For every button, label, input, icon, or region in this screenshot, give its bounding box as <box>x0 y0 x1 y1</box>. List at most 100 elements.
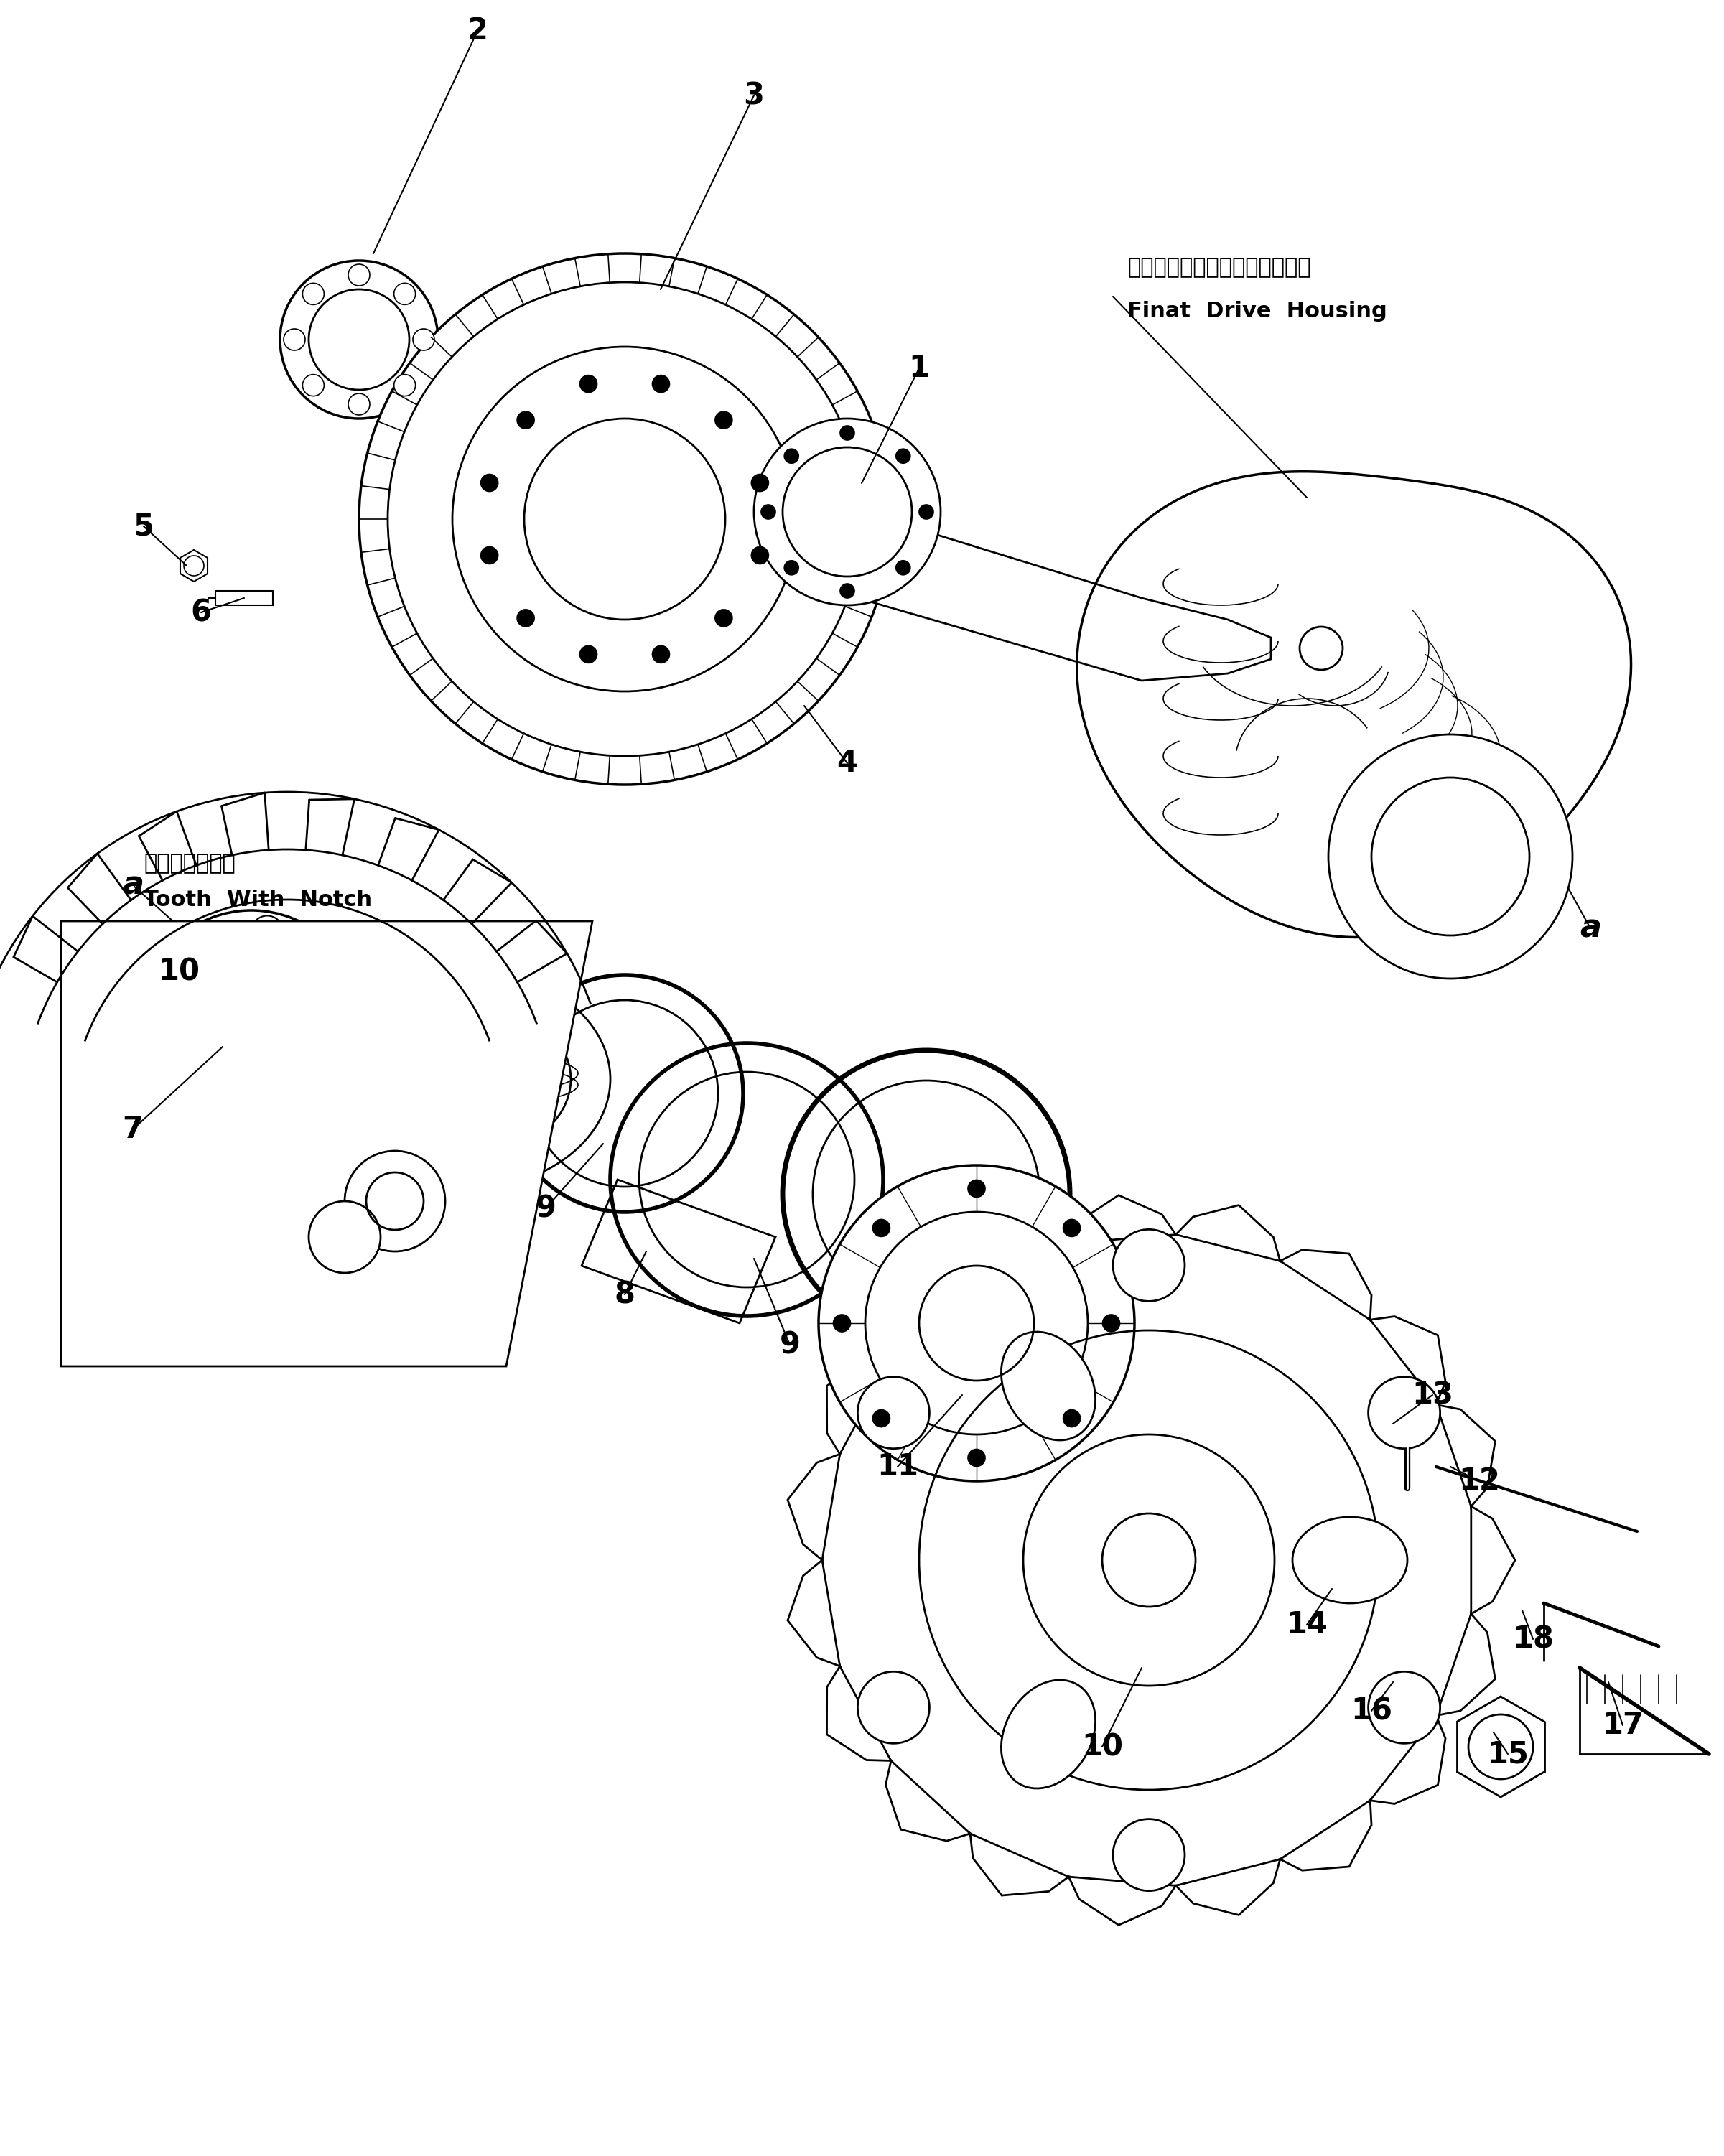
Circle shape <box>1360 1621 1453 1714</box>
Text: 7: 7 <box>122 1115 143 1145</box>
Circle shape <box>715 412 733 429</box>
Circle shape <box>715 610 733 627</box>
Polygon shape <box>1069 1194 1176 1244</box>
Circle shape <box>517 412 534 429</box>
Circle shape <box>348 265 369 287</box>
Circle shape <box>279 261 438 418</box>
Circle shape <box>140 910 362 1132</box>
Text: 5: 5 <box>133 511 153 541</box>
Text: 1: 1 <box>909 354 929 384</box>
Text: 12: 12 <box>1459 1466 1500 1496</box>
Circle shape <box>345 1151 445 1250</box>
Circle shape <box>179 951 322 1093</box>
Circle shape <box>857 1378 929 1449</box>
Text: 4: 4 <box>836 748 857 778</box>
Polygon shape <box>1436 1615 1495 1716</box>
Circle shape <box>302 282 324 304</box>
Text: 2: 2 <box>467 15 488 45</box>
Circle shape <box>1064 1220 1081 1238</box>
Polygon shape <box>971 1833 1069 1895</box>
Text: 9: 9 <box>536 1192 557 1222</box>
Text: 15: 15 <box>1488 1740 1529 1770</box>
Text: 8: 8 <box>614 1279 634 1309</box>
Polygon shape <box>216 591 272 606</box>
Polygon shape <box>1371 1317 1445 1404</box>
Circle shape <box>896 561 910 576</box>
Circle shape <box>517 610 534 627</box>
Ellipse shape <box>348 998 571 1160</box>
Circle shape <box>150 975 181 1007</box>
Text: 6: 6 <box>191 597 212 627</box>
Circle shape <box>1103 1315 1121 1332</box>
Circle shape <box>1114 1229 1184 1302</box>
Circle shape <box>752 474 769 492</box>
Ellipse shape <box>309 968 610 1190</box>
Circle shape <box>752 548 769 565</box>
Circle shape <box>284 330 305 351</box>
Circle shape <box>1329 735 1572 979</box>
Circle shape <box>348 392 369 414</box>
Circle shape <box>872 1410 890 1427</box>
Circle shape <box>395 375 415 397</box>
Text: 18: 18 <box>1512 1623 1553 1654</box>
Text: 13: 13 <box>1412 1380 1453 1410</box>
Circle shape <box>840 584 855 597</box>
Text: 17: 17 <box>1602 1710 1643 1740</box>
Polygon shape <box>1436 1404 1495 1507</box>
Circle shape <box>919 505 933 520</box>
Circle shape <box>1064 1410 1081 1427</box>
Polygon shape <box>1176 1858 1281 1915</box>
Circle shape <box>252 1095 283 1128</box>
Circle shape <box>302 375 324 397</box>
Polygon shape <box>581 1179 776 1324</box>
Circle shape <box>452 347 796 692</box>
Circle shape <box>784 448 798 464</box>
Circle shape <box>857 1671 929 1744</box>
Polygon shape <box>886 1279 971 1360</box>
Polygon shape <box>971 1225 1069 1287</box>
Polygon shape <box>1281 1250 1372 1319</box>
Circle shape <box>309 1201 381 1272</box>
Circle shape <box>833 1315 850 1332</box>
Polygon shape <box>1069 1876 1176 1925</box>
Polygon shape <box>788 1453 840 1561</box>
Circle shape <box>412 330 434 351</box>
Circle shape <box>872 1220 890 1238</box>
Circle shape <box>822 1233 1476 1886</box>
Text: a: a <box>1579 912 1602 944</box>
Circle shape <box>190 1084 221 1117</box>
Polygon shape <box>1281 1800 1372 1871</box>
Text: ファイナルドライブハウジング: ファイナルドライブハウジング <box>1127 257 1310 278</box>
Circle shape <box>481 548 498 565</box>
Text: 9: 9 <box>779 1330 800 1360</box>
Circle shape <box>395 282 415 304</box>
Polygon shape <box>828 1667 891 1761</box>
Circle shape <box>753 418 941 606</box>
Circle shape <box>652 645 669 662</box>
Circle shape <box>896 448 910 464</box>
Circle shape <box>1300 627 1343 671</box>
Text: 16: 16 <box>1350 1697 1393 1727</box>
Circle shape <box>967 1179 984 1197</box>
Polygon shape <box>746 476 1271 681</box>
Text: a: a <box>122 869 143 901</box>
Circle shape <box>760 505 776 520</box>
Text: Finat  Drive  Housing: Finat Drive Housing <box>1127 300 1388 321</box>
Circle shape <box>309 289 409 390</box>
Text: 14: 14 <box>1286 1611 1327 1641</box>
Polygon shape <box>1078 472 1631 938</box>
Circle shape <box>652 375 669 392</box>
Polygon shape <box>1176 1205 1281 1261</box>
Circle shape <box>967 1449 984 1466</box>
Circle shape <box>784 561 798 576</box>
Circle shape <box>190 927 221 957</box>
Text: 10: 10 <box>159 957 200 987</box>
Circle shape <box>481 474 498 492</box>
Circle shape <box>1369 1671 1440 1744</box>
Circle shape <box>252 916 283 946</box>
Ellipse shape <box>1002 1680 1095 1787</box>
Circle shape <box>150 1037 181 1069</box>
Circle shape <box>579 645 597 662</box>
Circle shape <box>328 1007 359 1037</box>
Polygon shape <box>1371 1716 1445 1805</box>
